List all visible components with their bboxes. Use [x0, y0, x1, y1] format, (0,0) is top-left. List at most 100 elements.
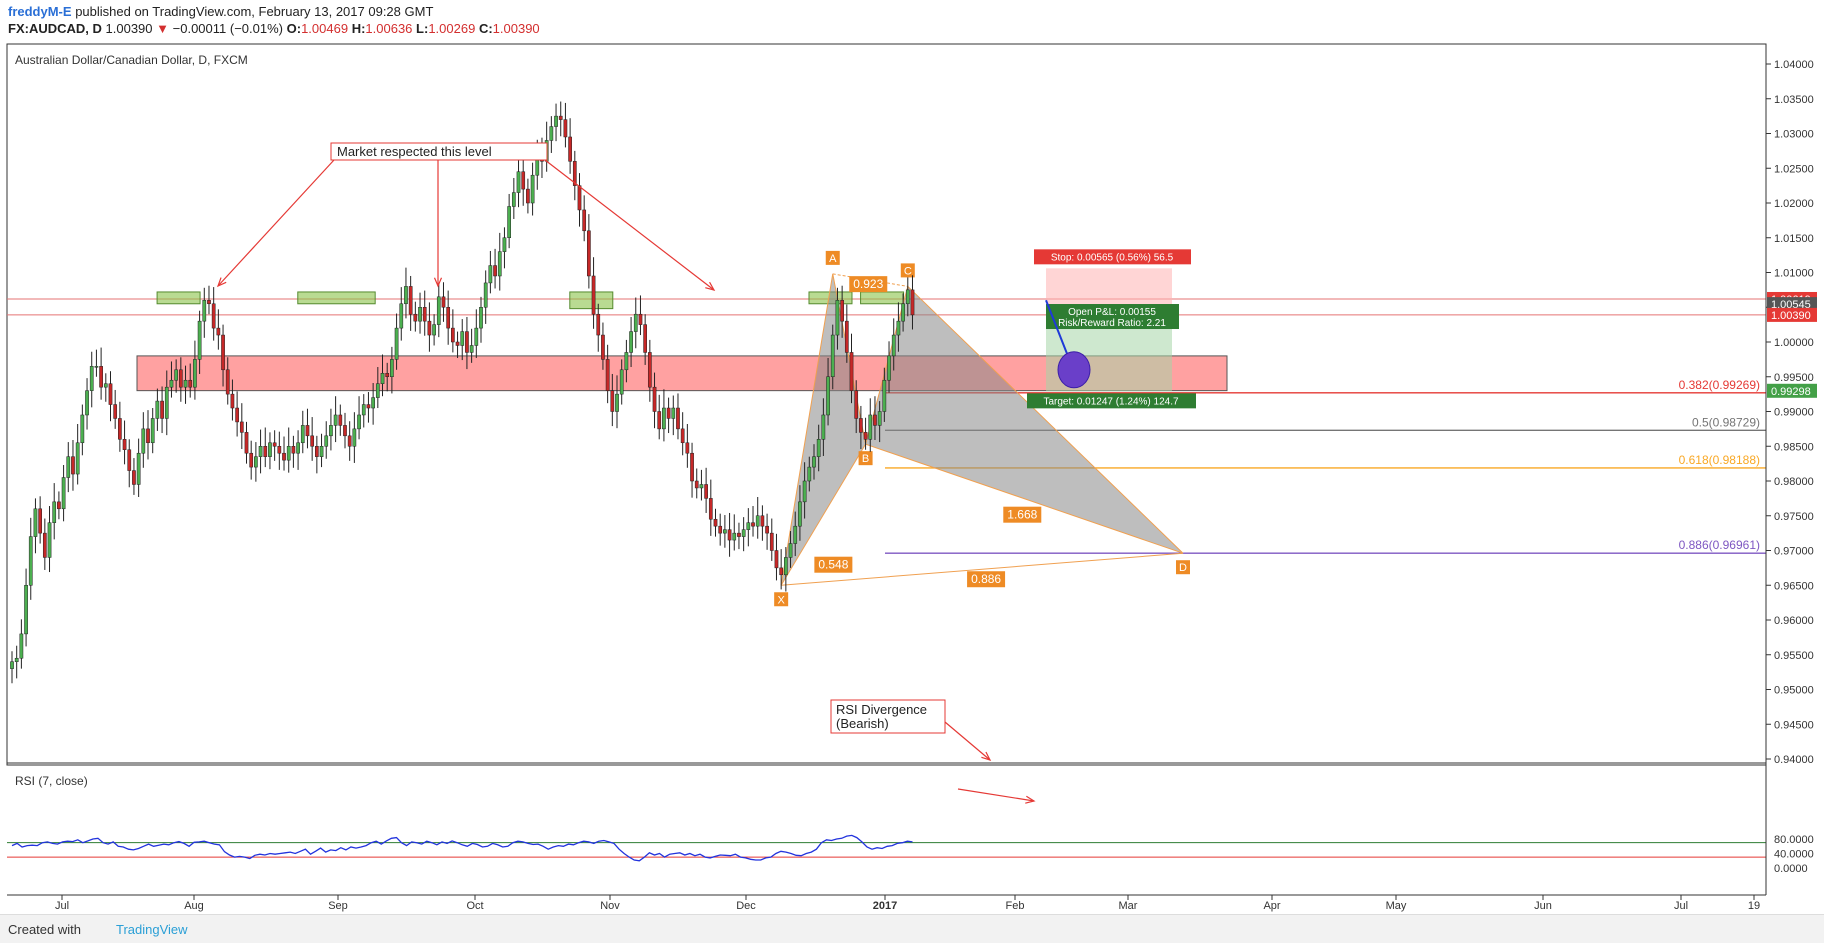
- rsi-line: [11, 834, 913, 862]
- fib-level-label: 0.618(0.98188): [1679, 453, 1760, 467]
- bear-candle: [207, 300, 211, 305]
- bull-candle: [741, 529, 746, 537]
- bear-candle: [211, 303, 216, 329]
- bear-candle: [263, 446, 268, 457]
- time-tick-label: Apr: [1263, 900, 1280, 912]
- bear-candle: [840, 300, 844, 322]
- bear-candle: [708, 498, 713, 520]
- pattern-point-label: D: [1179, 562, 1187, 574]
- rsi-tick-label: 40.0000: [1774, 849, 1814, 861]
- time-tick-label: 19: [1748, 900, 1760, 912]
- fib-level-label: 0.5(0.98729): [1692, 415, 1760, 429]
- pattern-point-box: [1176, 560, 1190, 575]
- bull-candle: [633, 313, 638, 332]
- bear-candle: [779, 567, 784, 576]
- pattern-point-label: C: [904, 265, 912, 277]
- bear-candle: [676, 407, 680, 430]
- publish-info: freddyM-E published on TradingView.com, …: [8, 4, 433, 19]
- bull-candle: [197, 320, 202, 360]
- bull-candle: [549, 126, 554, 141]
- rsi-note-box: [830, 699, 946, 734]
- price-tick-label: 0.99000: [1774, 407, 1814, 419]
- bear-candle: [577, 185, 582, 211]
- bull-candle: [755, 515, 760, 527]
- rsi-note-line2: (Bearish): [836, 716, 889, 731]
- bear-candle: [422, 307, 427, 322]
- time-tick-label: May: [1386, 900, 1407, 912]
- bull-candle: [394, 327, 399, 360]
- bull-candle: [511, 192, 516, 207]
- bull-candle: [868, 414, 873, 440]
- bear-candle: [591, 275, 596, 315]
- bull-candle: [436, 296, 441, 325]
- arrow-head: [705, 281, 716, 291]
- bear-candle: [605, 359, 610, 391]
- open-pl-label: Open P&L: 0.00155: [1068, 307, 1156, 318]
- bear-candle: [310, 435, 315, 447]
- bear-candle: [690, 452, 694, 482]
- bear-candle: [235, 407, 239, 423]
- bear-candle: [122, 439, 127, 450]
- bull-candle: [807, 466, 812, 482]
- bull-candle: [390, 359, 394, 377]
- bull-candle: [432, 324, 436, 336]
- bear-candle: [587, 230, 591, 277]
- bull-candle: [802, 480, 807, 503]
- bull-candle: [19, 633, 24, 659]
- arrow-head: [433, 277, 443, 288]
- bull-candle: [28, 536, 33, 586]
- bear-candle: [146, 428, 150, 444]
- price-tick-label: 0.99500: [1774, 372, 1814, 384]
- bull-candle: [723, 529, 727, 534]
- time-tick-label: Aug: [184, 900, 204, 912]
- green-level-box: [156, 291, 201, 305]
- arrow-head: [1025, 795, 1036, 804]
- bull-candle: [300, 425, 305, 444]
- ratio-label: 1.668: [1007, 508, 1037, 522]
- price-tick-label: 0.98000: [1774, 476, 1814, 488]
- bull-candle: [732, 532, 737, 541]
- bear-candle: [718, 525, 723, 534]
- bull-candle: [784, 557, 788, 576]
- ratio-label: 0.923: [853, 277, 883, 291]
- bear-candle: [216, 327, 221, 336]
- bull-candle: [746, 522, 751, 530]
- bear-candle: [113, 404, 118, 419]
- arrow-head: [981, 751, 992, 761]
- bull-candle: [624, 352, 629, 371]
- divergence-arrow: [957, 788, 1035, 802]
- price-tick-label: 0.96000: [1774, 615, 1814, 627]
- author-link[interactable]: freddyM-E: [8, 4, 72, 19]
- bull-candle: [474, 327, 479, 346]
- bull-candle: [882, 379, 887, 412]
- time-tick-label: Dec: [736, 900, 756, 912]
- bull-candle: [286, 446, 291, 461]
- bear-candle: [315, 446, 319, 457]
- trading-chart[interactable]: 0.382(0.99269) 0.5(0.98729) 0.618(0.98188)…: [0, 0, 1824, 914]
- tradingview-logo[interactable]: TradingView: [116, 922, 188, 937]
- bull-candle: [798, 501, 802, 527]
- price-tick-label: 1.02500: [1774, 163, 1814, 175]
- bear-candle: [118, 418, 122, 440]
- price-change: −0.00011 (−0.01%): [172, 21, 283, 36]
- bear-candle: [347, 435, 352, 447]
- bear-candle: [160, 400, 164, 419]
- bear-candle: [765, 525, 769, 534]
- pl-box: [1046, 304, 1179, 330]
- open-value: 1.00469: [301, 21, 349, 36]
- stop-label-box: [1034, 249, 1191, 265]
- bull-candle: [671, 407, 676, 419]
- bear-candle: [132, 470, 136, 485]
- time-tick-label: Mar: [1119, 900, 1138, 912]
- bear-candle: [465, 331, 469, 353]
- bear-candle: [568, 136, 572, 162]
- bull-candle: [258, 446, 263, 457]
- bear-candle: [652, 386, 657, 412]
- bear-candle: [859, 418, 863, 433]
- chart-title: Australian Dollar/Canadian Dollar, D, FX…: [15, 53, 248, 67]
- bear-candle: [493, 265, 497, 277]
- created-with-text: Created with: [8, 922, 81, 937]
- bear-candle: [57, 501, 61, 510]
- bull-candle: [826, 376, 830, 416]
- symbol-label: FX:AUDCAD, D: [8, 21, 102, 36]
